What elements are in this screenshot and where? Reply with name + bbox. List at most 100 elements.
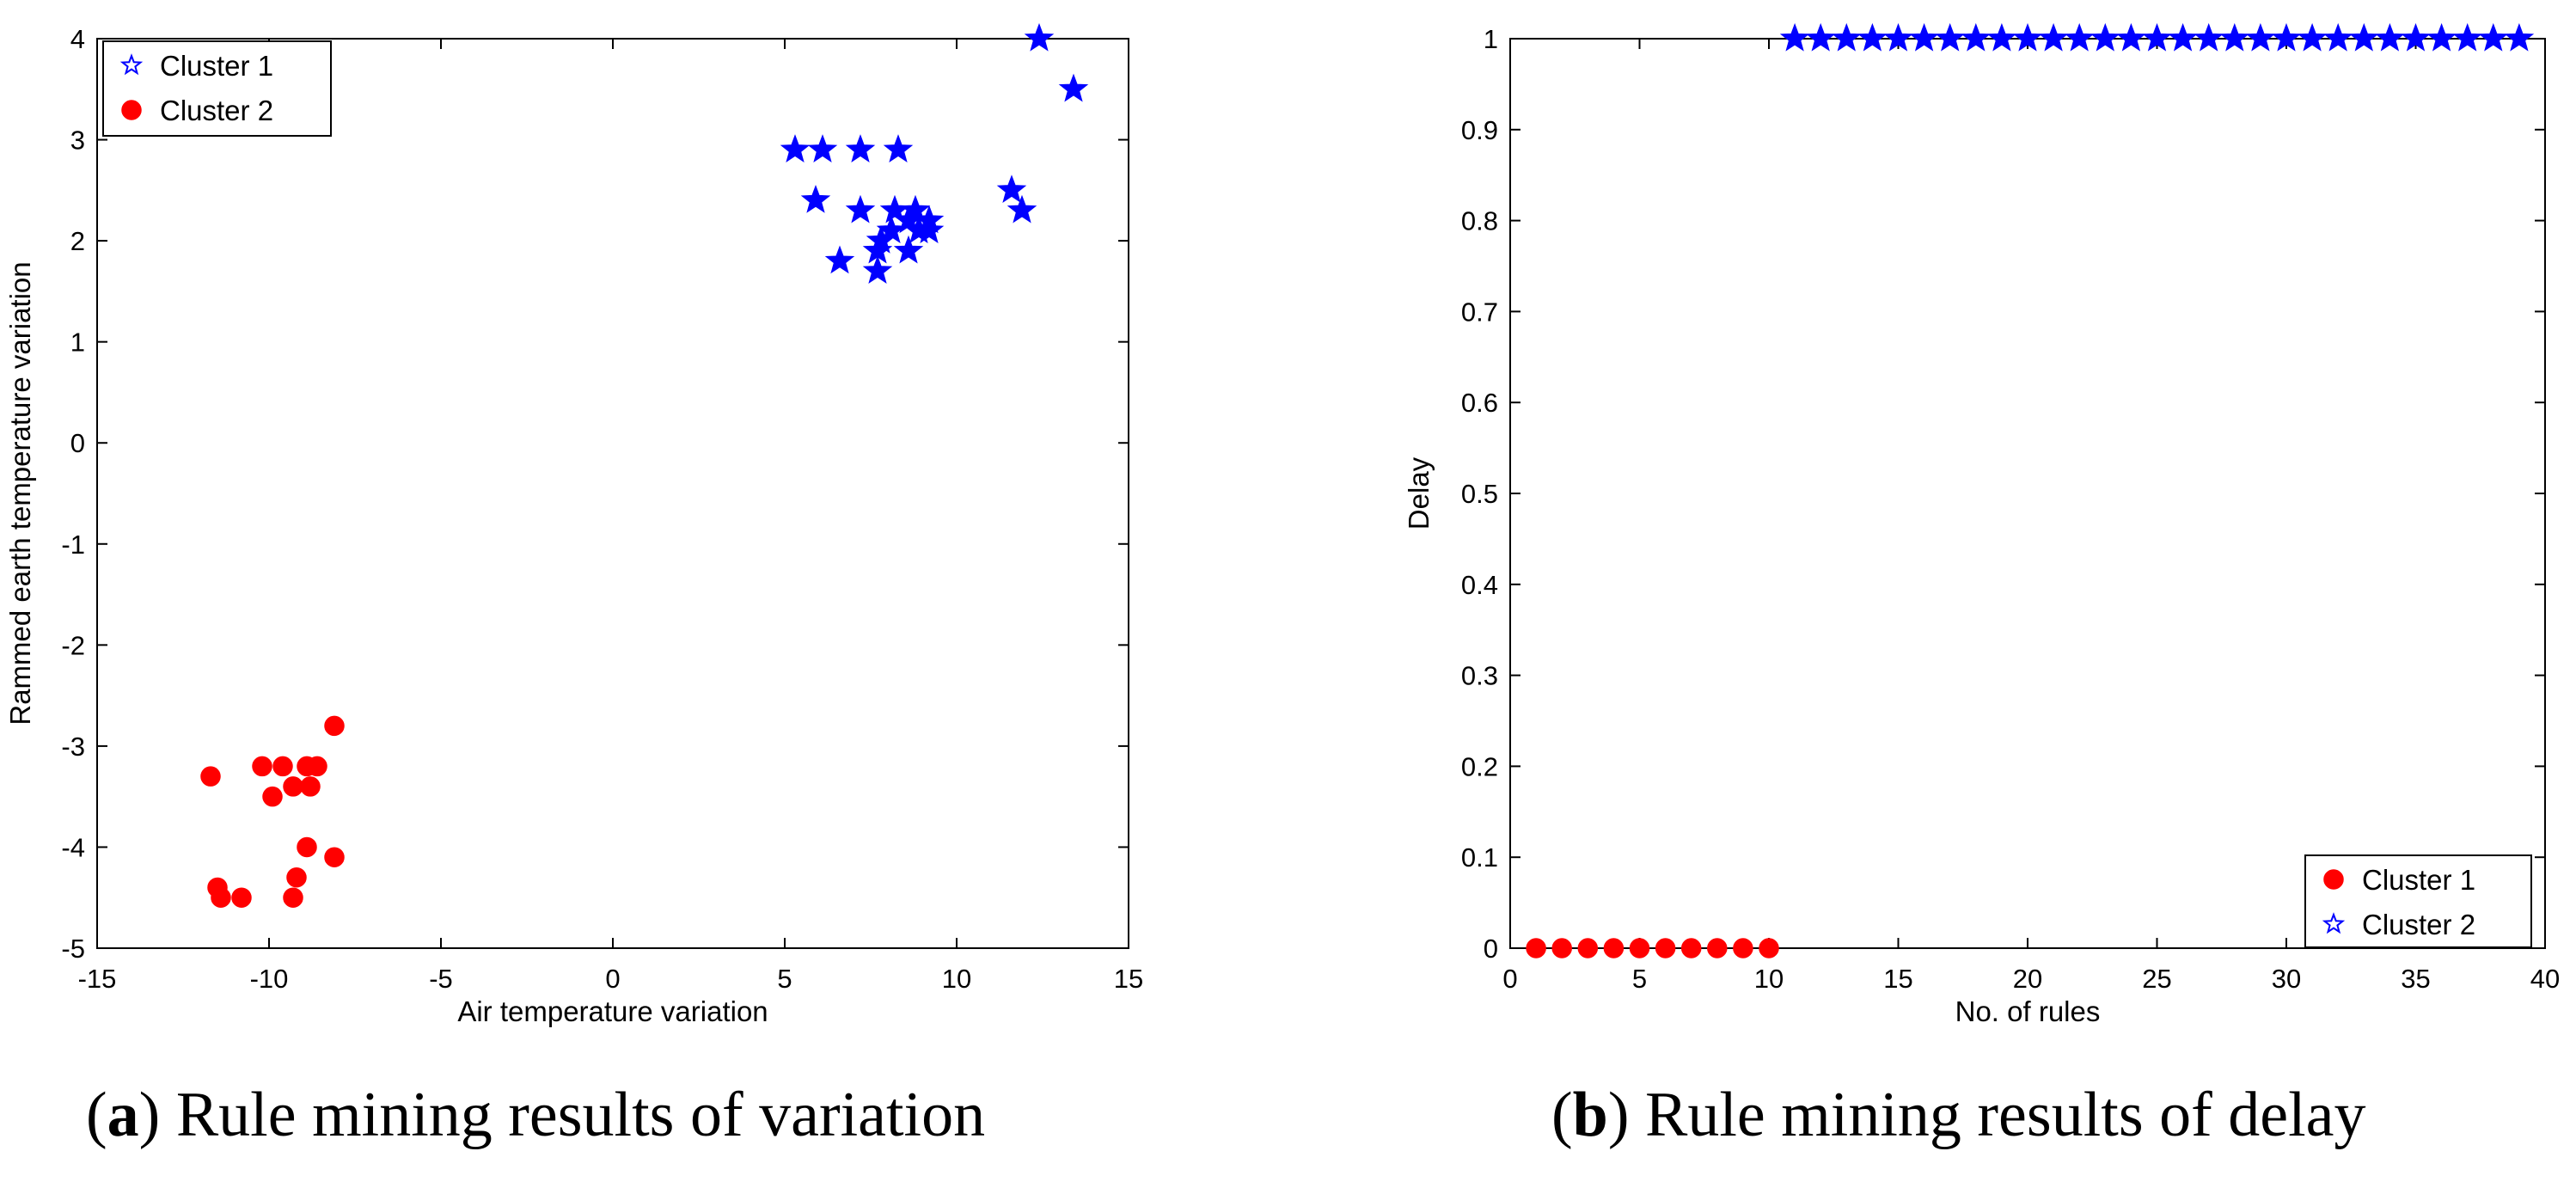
- x-axis-label: No. of rules: [1955, 995, 2101, 1027]
- series-cluster-2: [200, 715, 345, 908]
- series-cluster-1: [780, 22, 1089, 285]
- y-tick-label: 0.9: [1461, 115, 1498, 145]
- legend: Cluster 1 Cluster 2: [102, 40, 332, 137]
- circle-point: [307, 756, 327, 777]
- y-tick-label: 0.6: [1461, 388, 1498, 418]
- circle-point: [1680, 938, 1702, 958]
- circle-point: [1577, 938, 1599, 958]
- star-point: [2375, 22, 2405, 52]
- star-point: [2142, 22, 2172, 52]
- x-tick-label: -15: [78, 964, 117, 994]
- circle-point: [324, 715, 345, 737]
- legend-box: [2304, 854, 2532, 948]
- y-tick-label: 3: [70, 126, 85, 156]
- circle-point: [297, 836, 317, 858]
- star-point: [1935, 22, 1965, 52]
- star-point: [1058, 73, 1089, 102]
- x-tick-label: 5: [1632, 964, 1647, 994]
- caption-a: (a) Rule mining results of variation: [86, 1080, 986, 1150]
- y-tick-label: 0.3: [1461, 661, 1498, 691]
- x-axis-label: Air temperature variation: [457, 995, 768, 1027]
- x-tick-label: -5: [429, 964, 453, 994]
- y-tick-label: -2: [61, 630, 85, 660]
- y-axis-label: Delay: [1403, 456, 1435, 530]
- circle-point: [283, 776, 303, 797]
- star-point: [2297, 22, 2328, 52]
- circle-point: [1551, 938, 1572, 958]
- series-cluster-1: [1526, 938, 1779, 958]
- legend-label: Cluster 2: [160, 95, 273, 126]
- x-tick-label: 15: [1114, 964, 1143, 994]
- star-point: [883, 134, 914, 162]
- x-tick-label: 30: [2272, 964, 2301, 994]
- x-tick-label: 0: [1502, 964, 1517, 994]
- legend-box: [102, 40, 332, 137]
- star-point: [1986, 22, 2017, 52]
- circle-point: [1526, 938, 1546, 958]
- circle-point: [324, 847, 345, 867]
- star-point: [2426, 22, 2457, 52]
- y-tick-label: 0.8: [1461, 206, 1498, 236]
- x-tick-label: 15: [1883, 964, 1912, 994]
- star-point: [1961, 22, 1992, 52]
- star-point: [2478, 22, 2509, 52]
- star-point: [1007, 194, 1037, 224]
- circle-point: [1733, 938, 1753, 958]
- legend: Cluster 1 Cluster 2: [2304, 854, 2532, 948]
- star-point: [2038, 22, 2069, 52]
- legend-label: Cluster 1: [2362, 864, 2475, 896]
- circle-point: [1707, 938, 1728, 958]
- circle-point: [272, 756, 293, 777]
- circle-point: [252, 756, 272, 777]
- star-point: [800, 184, 831, 213]
- circle-point: [1629, 938, 1650, 958]
- circle-point: [231, 887, 252, 908]
- star-point: [2090, 22, 2120, 52]
- y-tick-label: 2: [70, 226, 85, 256]
- chart-panel-b: 0 5 10 15 20 25 30 35 40 0 0.1 0.2 0.3 0.4 0.5 0.6 0.7 0.…: [1403, 22, 2560, 1027]
- star-point: [845, 134, 876, 162]
- x-tick-label: -10: [250, 964, 289, 994]
- circle-point: [262, 786, 283, 807]
- y-tick-label: 1: [70, 328, 85, 358]
- circle-point: [300, 776, 321, 797]
- x-tick-label: 10: [1754, 964, 1784, 994]
- circle-point: [286, 867, 307, 888]
- legend-marker: [121, 100, 142, 120]
- legend-marker: [2323, 869, 2344, 890]
- circle-point: [200, 766, 221, 787]
- y-tick-label: 0.4: [1461, 570, 1498, 600]
- star-point: [1779, 22, 1810, 52]
- y-tick-label: 4: [70, 24, 85, 54]
- y-tick-label: -4: [61, 832, 85, 862]
- star-point: [862, 255, 893, 285]
- circle-point: [1655, 938, 1676, 958]
- legend-label: Cluster 1: [160, 50, 273, 82]
- caption-b-label: b: [1572, 1080, 1608, 1150]
- plot-area: [1509, 38, 2546, 949]
- star-point: [2322, 22, 2353, 52]
- star-point: [2168, 22, 2198, 52]
- y-tick-label: 0: [70, 428, 85, 458]
- y-tick-label: 0.7: [1461, 297, 1498, 327]
- star-point: [2245, 22, 2276, 52]
- x-tick-label: 5: [777, 964, 792, 994]
- legend-label: Cluster 2: [2362, 909, 2475, 940]
- legend-marker: [2322, 912, 2346, 934]
- star-point: [2064, 22, 2095, 52]
- y-tick-label: 1: [1484, 24, 1498, 54]
- star-point: [2452, 22, 2482, 52]
- star-point: [2194, 22, 2224, 52]
- caption-a-label: a: [107, 1080, 139, 1150]
- star-point: [2349, 22, 2379, 52]
- star-point: [2271, 22, 2302, 52]
- star-point: [2219, 22, 2250, 52]
- star-point: [2116, 22, 2146, 52]
- y-tick-label: -3: [61, 732, 85, 762]
- y-tick-label: 0: [1484, 934, 1498, 964]
- x-tick-label: 10: [942, 964, 971, 994]
- circle-point: [1603, 938, 1625, 958]
- x-tick-label: 35: [2401, 964, 2430, 994]
- x-tick-label: 25: [2142, 964, 2171, 994]
